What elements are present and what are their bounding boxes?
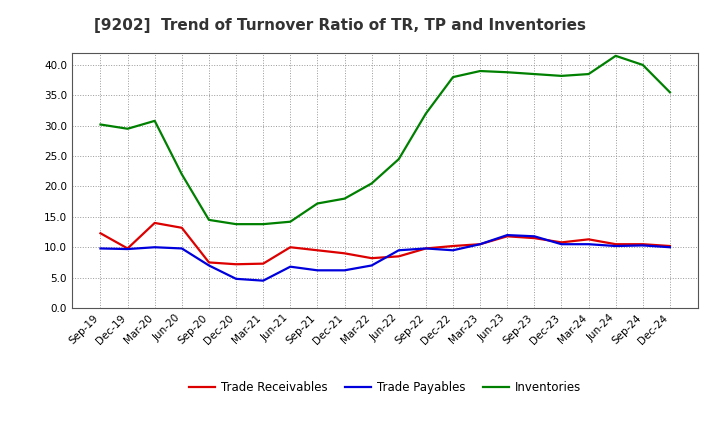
Trade Receivables	[557, 240, 566, 245]
Trade Payables	[259, 278, 268, 283]
Inventories	[341, 196, 349, 201]
Trade Receivables	[178, 225, 186, 231]
Trade Payables	[421, 246, 430, 251]
Trade Receivables	[367, 256, 376, 261]
Inventories	[395, 157, 403, 162]
Trade Receivables	[395, 254, 403, 259]
Line: Inventories: Inventories	[101, 56, 670, 224]
Inventories	[150, 118, 159, 124]
Trade Receivables	[341, 251, 349, 256]
Trade Payables	[286, 264, 294, 269]
Inventories	[367, 181, 376, 186]
Inventories	[286, 219, 294, 224]
Trade Receivables	[286, 245, 294, 250]
Trade Payables	[232, 276, 240, 282]
Trade Receivables	[259, 261, 268, 266]
Trade Payables	[395, 248, 403, 253]
Inventories	[96, 122, 105, 127]
Trade Receivables	[421, 246, 430, 251]
Trade Receivables	[503, 234, 511, 239]
Trade Receivables	[204, 260, 213, 265]
Trade Payables	[367, 263, 376, 268]
Inventories	[584, 71, 593, 77]
Trade Receivables	[611, 242, 620, 247]
Trade Receivables	[313, 248, 322, 253]
Trade Receivables	[232, 262, 240, 267]
Inventories	[259, 221, 268, 227]
Inventories	[639, 62, 647, 68]
Legend: Trade Receivables, Trade Payables, Inventories: Trade Receivables, Trade Payables, Inven…	[184, 377, 586, 399]
Inventories	[503, 70, 511, 75]
Trade Payables	[611, 243, 620, 249]
Inventories	[449, 74, 457, 80]
Inventories	[557, 73, 566, 78]
Trade Receivables	[530, 235, 539, 241]
Trade Receivables	[665, 243, 674, 249]
Trade Payables	[557, 242, 566, 247]
Trade Payables	[123, 246, 132, 252]
Inventories	[421, 111, 430, 116]
Inventories	[530, 71, 539, 77]
Text: [9202]  Trend of Turnover Ratio of TR, TP and Inventories: [9202] Trend of Turnover Ratio of TR, TP…	[94, 18, 585, 33]
Trade Payables	[313, 268, 322, 273]
Trade Payables	[150, 245, 159, 250]
Inventories	[313, 201, 322, 206]
Trade Receivables	[96, 231, 105, 236]
Inventories	[232, 221, 240, 227]
Inventories	[204, 217, 213, 223]
Trade Receivables	[584, 237, 593, 242]
Trade Payables	[449, 248, 457, 253]
Trade Receivables	[449, 243, 457, 249]
Trade Payables	[584, 242, 593, 247]
Trade Payables	[96, 246, 105, 251]
Inventories	[611, 53, 620, 59]
Trade Payables	[665, 245, 674, 250]
Trade Payables	[341, 268, 349, 273]
Trade Payables	[476, 242, 485, 247]
Trade Payables	[503, 232, 511, 238]
Inventories	[476, 68, 485, 73]
Line: Trade Receivables: Trade Receivables	[101, 223, 670, 264]
Trade Receivables	[476, 242, 485, 247]
Line: Trade Payables: Trade Payables	[101, 235, 670, 281]
Trade Receivables	[123, 246, 132, 251]
Trade Receivables	[639, 242, 647, 247]
Trade Payables	[639, 243, 647, 248]
Inventories	[178, 172, 186, 177]
Trade Payables	[204, 263, 213, 268]
Trade Receivables	[150, 220, 159, 226]
Inventories	[123, 126, 132, 132]
Inventories	[665, 90, 674, 95]
Trade Payables	[178, 246, 186, 251]
Trade Payables	[530, 234, 539, 239]
